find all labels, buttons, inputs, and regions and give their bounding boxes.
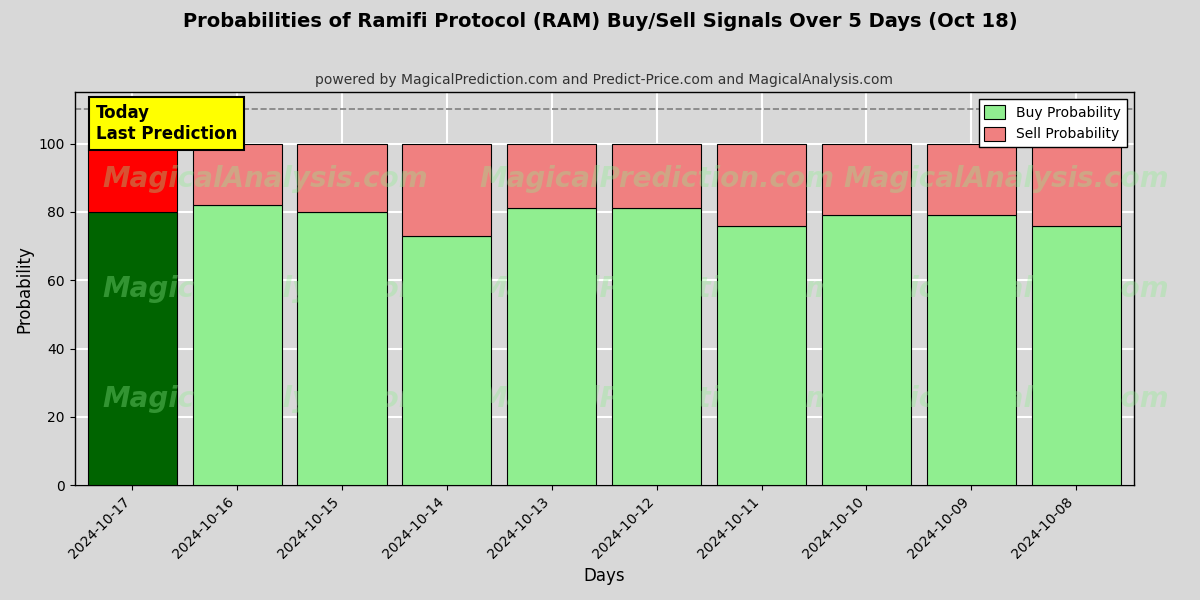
- Bar: [612, 143, 701, 208]
- Bar: [508, 208, 596, 485]
- Text: MagicalPrediction.com: MagicalPrediction.com: [480, 275, 835, 303]
- Y-axis label: Probability: Probability: [16, 245, 34, 332]
- Bar: [822, 215, 911, 485]
- Bar: [88, 212, 176, 485]
- Bar: [402, 143, 492, 236]
- Text: Today
Last Prediction: Today Last Prediction: [96, 104, 238, 143]
- Text: Probabilities of Ramifi Protocol (RAM) Buy/Sell Signals Over 5 Days (Oct 18): Probabilities of Ramifi Protocol (RAM) B…: [182, 12, 1018, 31]
- Text: MagicalPrediction.com: MagicalPrediction.com: [480, 385, 835, 413]
- Bar: [716, 226, 806, 485]
- Bar: [508, 143, 596, 208]
- Text: MagicalAnalysis.com: MagicalAnalysis.com: [844, 275, 1170, 303]
- Bar: [612, 208, 701, 485]
- Text: MagicalPrediction.com: MagicalPrediction.com: [480, 165, 835, 193]
- Bar: [926, 143, 1016, 215]
- Text: MagicalAnalysis.com: MagicalAnalysis.com: [102, 385, 428, 413]
- Bar: [193, 143, 282, 205]
- Text: MagicalAnalysis.com: MagicalAnalysis.com: [844, 165, 1170, 193]
- X-axis label: Days: Days: [583, 567, 625, 585]
- Bar: [193, 205, 282, 485]
- Bar: [298, 212, 386, 485]
- Bar: [88, 143, 176, 212]
- Text: MagicalAnalysis.com: MagicalAnalysis.com: [844, 385, 1170, 413]
- Legend: Buy Probability, Sell Probability: Buy Probability, Sell Probability: [979, 99, 1127, 147]
- Bar: [1032, 143, 1121, 226]
- Bar: [716, 143, 806, 226]
- Text: MagicalAnalysis.com: MagicalAnalysis.com: [102, 165, 428, 193]
- Text: MagicalAnalysis.com: MagicalAnalysis.com: [102, 275, 428, 303]
- Bar: [298, 143, 386, 212]
- Bar: [822, 143, 911, 215]
- Bar: [402, 236, 492, 485]
- Bar: [1032, 226, 1121, 485]
- Bar: [926, 215, 1016, 485]
- Title: powered by MagicalPrediction.com and Predict-Price.com and MagicalAnalysis.com: powered by MagicalPrediction.com and Pre…: [316, 73, 893, 87]
